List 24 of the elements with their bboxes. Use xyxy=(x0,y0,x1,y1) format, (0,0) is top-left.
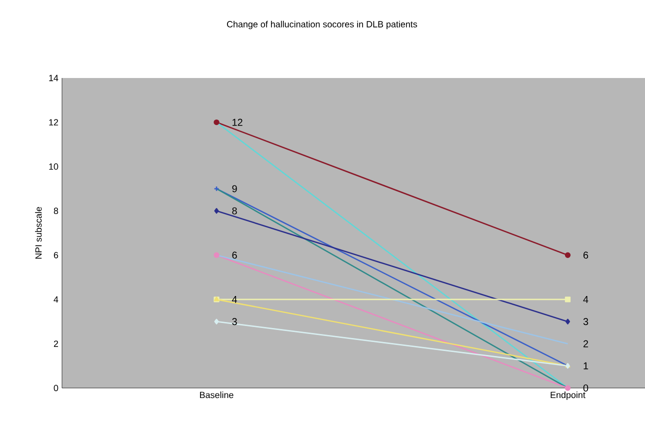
annotation: 4 xyxy=(583,296,588,303)
x-tick-label: Baseline xyxy=(200,392,234,398)
annotation: 4 xyxy=(232,296,238,303)
y-tick-label: 12 xyxy=(49,119,58,126)
annotation: 12 xyxy=(232,118,242,126)
y-axis-title: NPI subscale xyxy=(35,206,42,259)
annotation: 3 xyxy=(232,318,237,326)
y-tick-label: 0 xyxy=(54,384,58,392)
annotation: 2 xyxy=(583,340,588,348)
y-tick-label: 10 xyxy=(49,163,58,170)
annotation: 8 xyxy=(232,207,237,214)
y-tick-label: 2 xyxy=(54,340,58,347)
chart-title: Change of hallucination socores in DLB patients xyxy=(227,20,418,30)
y-tick-label: 4 xyxy=(54,296,58,303)
annotation: 1 xyxy=(584,362,588,370)
y-tick-label: 6 xyxy=(54,252,58,258)
annotation: 6 xyxy=(583,252,588,259)
annotation: 0 xyxy=(583,384,588,392)
x-tick-label: Endpoint xyxy=(550,392,586,400)
y-tick-label: 8 xyxy=(54,208,58,214)
annotation: 6 xyxy=(232,252,237,259)
annotation: 3 xyxy=(583,318,588,326)
y-tick-label: 14 xyxy=(49,74,58,82)
annotation: 9 xyxy=(232,185,237,192)
